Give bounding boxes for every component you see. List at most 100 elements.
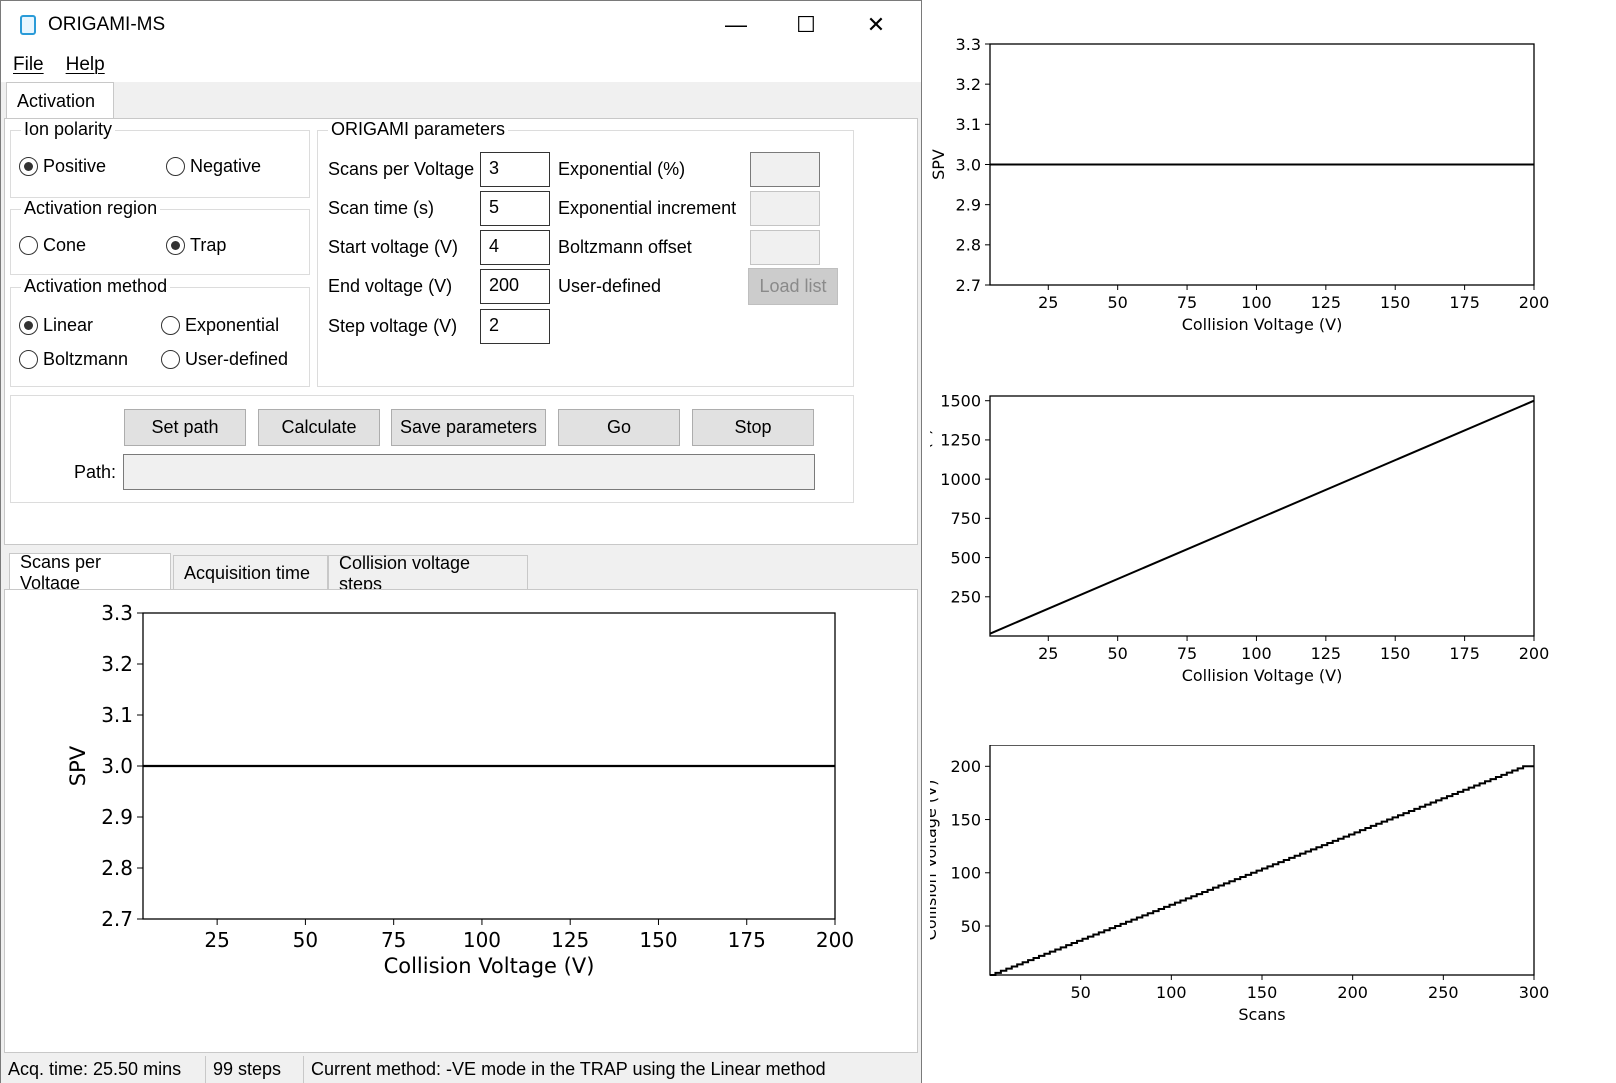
go-button[interactable]: Go (558, 409, 680, 446)
maximize-icon[interactable]: ☐ (796, 11, 816, 37)
y-tick-label: 3.1 (956, 115, 981, 134)
y-tick-label: 3.0 (956, 155, 981, 174)
x-tick-label: 175 (1449, 644, 1480, 663)
start-voltage-label: Start voltage (V) (328, 237, 459, 257)
load-list-button[interactable]: Load list (748, 268, 838, 305)
activation-region-group: Activation region Cone Trap (10, 198, 310, 275)
y-tick-label: 3.2 (101, 652, 133, 676)
y-tick-label: 3.3 (101, 601, 133, 625)
exponential-pct-input[interactable] (750, 152, 820, 187)
exponential-increment-label: Exponential increment (558, 198, 737, 218)
collision-voltage-steps-chart: 50 100 150 200 250 300 50 100 150 200 Scans Collisi… (930, 745, 1550, 1024)
menu-help[interactable]: Help (65, 54, 105, 75)
radio-linear[interactable]: Linear (19, 315, 93, 336)
x-tick-label: 100 (463, 928, 501, 952)
scans-per-voltage-input[interactable]: 3 (480, 152, 550, 187)
radio-trap-label: Trap (190, 235, 227, 255)
path-input[interactable] (123, 454, 815, 490)
exponential-increment-input[interactable] (750, 191, 820, 226)
boltzmann-offset-input[interactable] (750, 230, 820, 265)
status-steps: 99 steps (206, 1056, 304, 1083)
activation-method-group: Activation method Linear Exponential Bol… (10, 276, 310, 387)
radio-cone-dot (19, 236, 38, 255)
tab-activation[interactable]: Activation (6, 82, 114, 120)
plot-frame (989, 395, 1535, 637)
stop-button[interactable]: Stop (692, 409, 814, 446)
y-tick-label: 2.9 (101, 805, 133, 829)
radio-cone[interactable]: Cone (19, 235, 86, 256)
x-tick-label: 150 (1247, 983, 1278, 1002)
radio-boltzmann-dot (19, 350, 38, 369)
x-tick-label: 150 (1380, 644, 1411, 663)
tab-acquisition-time[interactable]: Acquisition time (173, 555, 328, 591)
radio-linear-dot (19, 316, 38, 335)
radio-negative[interactable]: Negative (166, 156, 261, 177)
step-voltage-label: Step voltage (V) (328, 316, 458, 336)
x-tick-label: 50 (1070, 983, 1090, 1002)
window-title: ORIGAMI-MS (48, 13, 166, 35)
y-axis-label: SPV (66, 745, 90, 786)
x-tick-label: 200 (1519, 293, 1550, 312)
minimize-icon[interactable]: — (725, 11, 747, 37)
radio-positive-dot (19, 157, 38, 176)
menu-file[interactable]: File (13, 54, 44, 75)
y-tick-label: 2.7 (956, 276, 981, 295)
x-tick-label: 300 (1519, 983, 1550, 1002)
x-tick-label: 75 (381, 928, 406, 952)
y-tick-label: 1000 (940, 470, 981, 489)
activation-method-title: Activation method (21, 276, 171, 297)
radio-exponential-dot (161, 316, 180, 335)
x-axis-label: Collision Voltage (V) (384, 954, 595, 978)
ion-polarity-group: Ion polarity Positive Negative (10, 119, 310, 198)
scan-time-input[interactable]: 5 (480, 191, 550, 226)
x-tick-label: 175 (1449, 293, 1480, 312)
radio-negative-label: Negative (190, 156, 262, 176)
radio-trap[interactable]: Trap (166, 235, 226, 256)
y-tick-label: 2.8 (956, 236, 981, 255)
x-tick-label: 125 (1311, 644, 1342, 663)
save-parameters-button[interactable]: Save parameters (391, 409, 546, 446)
set-path-button[interactable]: Set path (124, 409, 246, 446)
close-icon[interactable]: ✕ (866, 11, 886, 37)
end-voltage-input[interactable]: 200 (480, 269, 550, 304)
spv-chart-right: 25 50 75 100 125 150 175 200 2.7 2.8 2.9 3.0 3.1 3.2 3… (930, 35, 1550, 334)
origami-parameters-title: ORIGAMI parameters (328, 119, 509, 140)
radio-exponential[interactable]: Exponential (161, 315, 279, 336)
activation-pane: Ion polarity Positive Negative Activatio… (4, 118, 918, 545)
y-tick-label: 3.3 (956, 35, 981, 54)
y-axis-label: Accumulated Time (s) (930, 429, 934, 604)
radio-trap-dot (166, 236, 185, 255)
y-tick-label: 250 (950, 588, 981, 607)
radio-negative-dot (166, 157, 185, 176)
x-tick-label: 25 (1038, 293, 1058, 312)
x-axis-label: Scans (1238, 1005, 1285, 1024)
accumulated-time-chart: 25 50 75 100 125 150 175 200 250 500 750 1000 1250 15… (930, 392, 1549, 685)
y-tick-label: 2.9 (956, 195, 981, 214)
tab-collision-voltage-steps[interactable]: Collision voltage steps (328, 553, 528, 594)
y-tick-label: 2.7 (101, 907, 133, 931)
x-tick-label: 25 (1038, 644, 1058, 663)
radio-positive[interactable]: Positive (19, 156, 106, 177)
activation-notebook: Activation Ion polarity Positive Negativ… (4, 82, 920, 547)
x-tick-label: 200 (1337, 983, 1368, 1002)
status-method: Current method: -VE mode in the TRAP usi… (311, 1059, 826, 1079)
x-tick-label: 25 (204, 928, 229, 952)
y-tick-label: 3.0 (101, 754, 133, 778)
y-tick-label: 200 (950, 757, 981, 776)
activation-region-title: Activation region (21, 198, 161, 219)
plot-frame (989, 745, 1535, 976)
plot-pane: 25 50 75 100 125 150 175 200 2.7 2.8 2.9 3.0 3.1 3.2 3… (4, 589, 918, 1053)
tab-scans-per-voltage[interactable]: Scans per Voltage (9, 552, 171, 593)
calculate-button[interactable]: Calculate (258, 409, 380, 446)
radio-user-defined-label: User-defined (185, 349, 289, 369)
radio-boltzmann-label: Boltzmann (43, 349, 129, 369)
start-voltage-input[interactable]: 4 (480, 230, 550, 265)
radio-user-defined[interactable]: User-defined (161, 349, 288, 370)
radio-boltzmann[interactable]: Boltzmann (19, 349, 128, 370)
boltzmann-offset-label: Boltzmann offset (558, 237, 692, 257)
step-voltage-input[interactable]: 2 (480, 309, 550, 344)
scan-time-label: Scan time (s) (328, 198, 435, 218)
y-tick-label: 1500 (940, 392, 981, 410)
y-tick-label: 500 (950, 548, 981, 567)
actions-group: Set path Calculate Save parameters Go St… (10, 395, 854, 503)
